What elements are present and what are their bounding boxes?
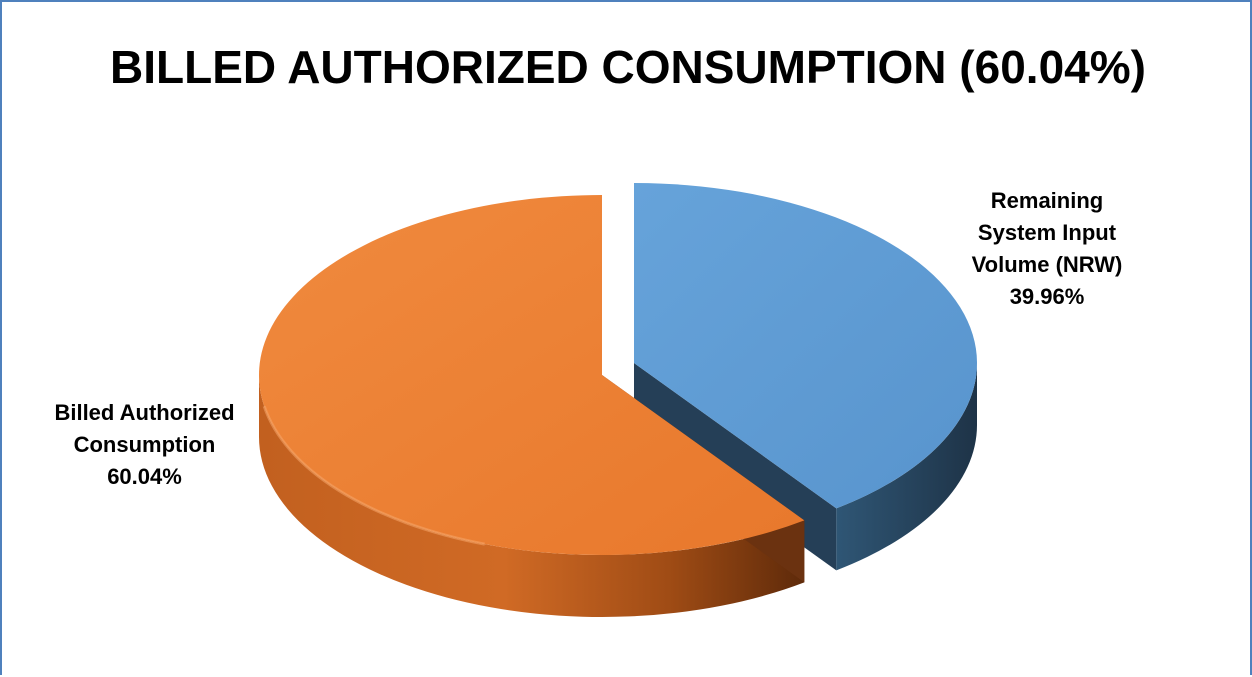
pie-slice-billed-side (259, 375, 805, 618)
data-label-nrw-line-2: System Input (977, 220, 1117, 245)
data-label-billed: Billed Authorized Consumption 60.04% (22, 397, 267, 493)
pie-slice-billed (259, 195, 805, 555)
chart-title: BILLED AUTHORIZED CONSUMPTION (60.04%) (110, 41, 1146, 93)
data-label-billed-value: 60.04% (107, 464, 182, 489)
data-label-nrw-line-1: Remaining (990, 188, 1104, 213)
data-label-billed-line-1: Billed Authorized (54, 400, 235, 425)
data-label-nrw-line-3: Volume (NRW) (971, 252, 1123, 277)
data-label-nrw: Remaining System Input Volume (NRW) 39.9… (932, 185, 1162, 313)
pie-slice-billed-highlight (262, 405, 485, 546)
pie-slice-nrw (634, 183, 978, 509)
pie-slice-nrw-side (836, 363, 977, 571)
data-label-billed-line-2: Consumption (73, 432, 216, 457)
data-label-nrw-value: 39.96% (1009, 284, 1085, 309)
